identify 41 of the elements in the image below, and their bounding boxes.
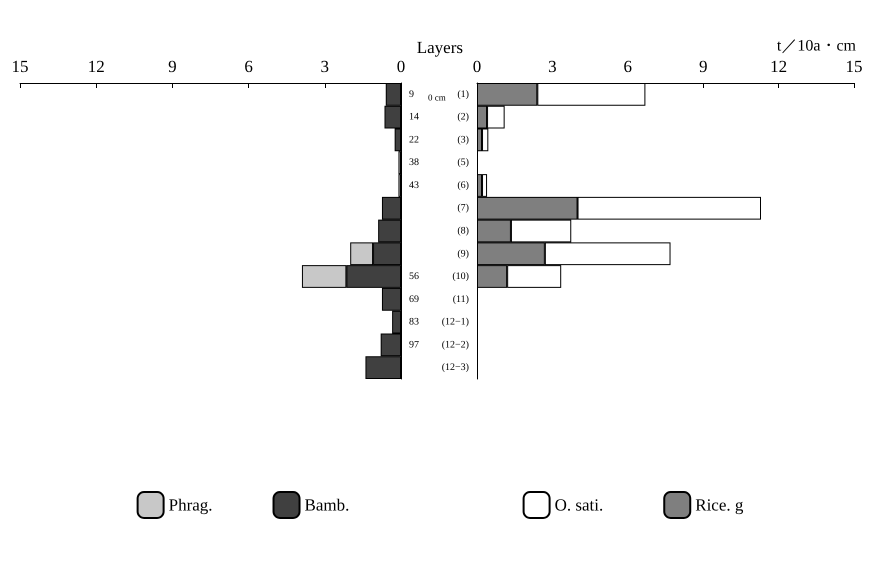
x-tick-label: 0: [472, 57, 482, 76]
x-axis-title: t／10a・cm: [776, 38, 857, 54]
y-tick-label: (7): [457, 202, 469, 214]
legend-label: O. sati.: [554, 496, 604, 514]
y-tick-label: 22: [409, 134, 419, 146]
y-tick-label: (2): [457, 112, 469, 123]
x-tick-label: 15: [846, 57, 862, 76]
x-tick-label: 6: [244, 57, 253, 76]
y-tick-label: (12−2): [442, 339, 469, 350]
y-tick-label: (11): [452, 294, 469, 305]
x-tick-label: 12: [770, 57, 788, 76]
y-tick-label: (12−1): [442, 316, 469, 328]
x-tick-label: 9: [168, 57, 177, 76]
text: Layers: [416, 38, 464, 57]
y-tick-label: (5): [457, 157, 469, 168]
x-tick-label: 15: [12, 57, 28, 76]
y-tick-label: (8): [457, 226, 469, 236]
y-tick-label: 69: [409, 294, 419, 305]
legend-label: Bamb.: [304, 496, 350, 514]
y-tick-label: (6): [457, 180, 469, 191]
x-tick-label: 9: [698, 57, 708, 76]
legend-label: Phrag.: [168, 496, 213, 514]
y-tick-label: (10): [452, 271, 469, 282]
y-tick-label: 56: [409, 271, 419, 282]
y-tick-label: (9): [457, 248, 469, 260]
y-tick-label: (12−3): [442, 362, 469, 374]
y-tick-label: 38: [409, 157, 419, 168]
y-tick-label: 83: [409, 316, 419, 328]
y-tick-label: (1): [457, 88, 469, 100]
y-tick-label: 97: [409, 339, 419, 350]
y-tick-label: 43: [409, 180, 419, 191]
y-tick-label: 9: [409, 88, 414, 100]
x-tick-label: 12: [88, 57, 105, 76]
text: 0 cm: [428, 92, 446, 102]
x-tick-label: 0: [396, 57, 406, 76]
x-tick-label: 3: [548, 57, 557, 76]
x-tick-label: 3: [320, 57, 330, 76]
y-tick-label: 14: [409, 112, 419, 123]
x-tick-label: 6: [624, 57, 632, 76]
y-tick-label: (3): [457, 134, 469, 146]
legend-label: Rice. g: [695, 496, 744, 514]
